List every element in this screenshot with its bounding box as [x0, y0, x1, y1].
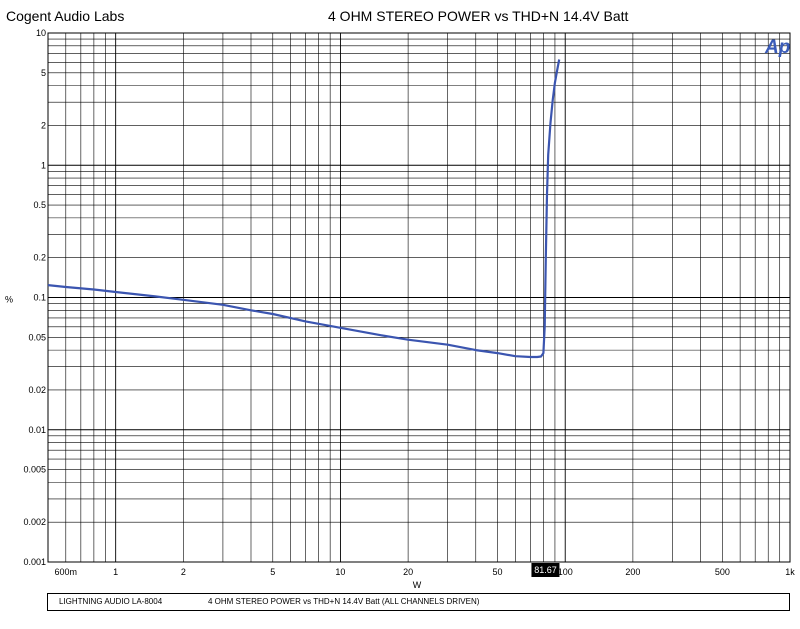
x-tick-label: 2	[181, 567, 186, 577]
y-tick-label: 0.02	[28, 385, 46, 395]
footer-description: 4 OHM STEREO POWER vs THD+N 14.4V Batt (…	[208, 597, 480, 606]
company-name: Cogent Audio Labs	[6, 8, 125, 24]
chart-grid	[47, 32, 791, 563]
x-tick-label: 20	[403, 567, 413, 577]
y-tick-label: 0.01	[28, 425, 46, 435]
x-tick-label: 200	[625, 567, 640, 577]
y-tick-label: 2	[41, 120, 46, 130]
marker-readout: 81.67	[531, 563, 560, 577]
x-tick-label: 500	[715, 567, 730, 577]
ap-logo: Ap	[764, 37, 790, 58]
y-tick-label: 0.05	[28, 332, 46, 342]
footer-info: LIGHTNING AUDIO LA-8004 4 OHM STEREO POW…	[47, 593, 790, 611]
y-tick-label: 0.5	[33, 200, 46, 210]
y-tick-label: 5	[41, 68, 46, 78]
x-tick-label: 10	[335, 567, 345, 577]
x-tick-label: 50	[493, 567, 503, 577]
y-tick-label: 10	[36, 28, 46, 38]
x-tick-label: 5	[270, 567, 275, 577]
chart-title: 4 OHM STEREO POWER vs THD+N 14.4V Batt	[328, 8, 629, 24]
y-tick-label: 0.001	[23, 557, 46, 567]
x-tick-label: 1	[113, 567, 118, 577]
plot-frame	[47, 32, 791, 563]
device-name: LIGHTNING AUDIO LA-8004	[59, 597, 163, 606]
series-line	[47, 59, 561, 359]
y-tick-label: 1	[41, 160, 46, 170]
y-tick-label: 0.1	[33, 293, 46, 303]
x-axis-ticks: 600m 1 2 5 10 20 50 100 200 500 1k	[55, 567, 796, 577]
y-tick-label: 0.2	[33, 253, 46, 263]
x-tick-label: 600m	[55, 567, 78, 577]
x-axis-label: W	[413, 580, 422, 590]
y-axis-label: %	[5, 295, 13, 305]
x-tick-label: 100	[558, 567, 573, 577]
marker-label: 81.67	[534, 565, 557, 575]
x-tick-label: 1k	[785, 567, 795, 577]
y-axis-ticks: 10 5 2 1 0.5 0.2 0.1 0.05 0.02 0.01 0.005 0.002 0.00…	[23, 28, 46, 567]
y-tick-label: 0.002	[23, 517, 46, 527]
y-tick-label: 0.005	[23, 465, 46, 475]
